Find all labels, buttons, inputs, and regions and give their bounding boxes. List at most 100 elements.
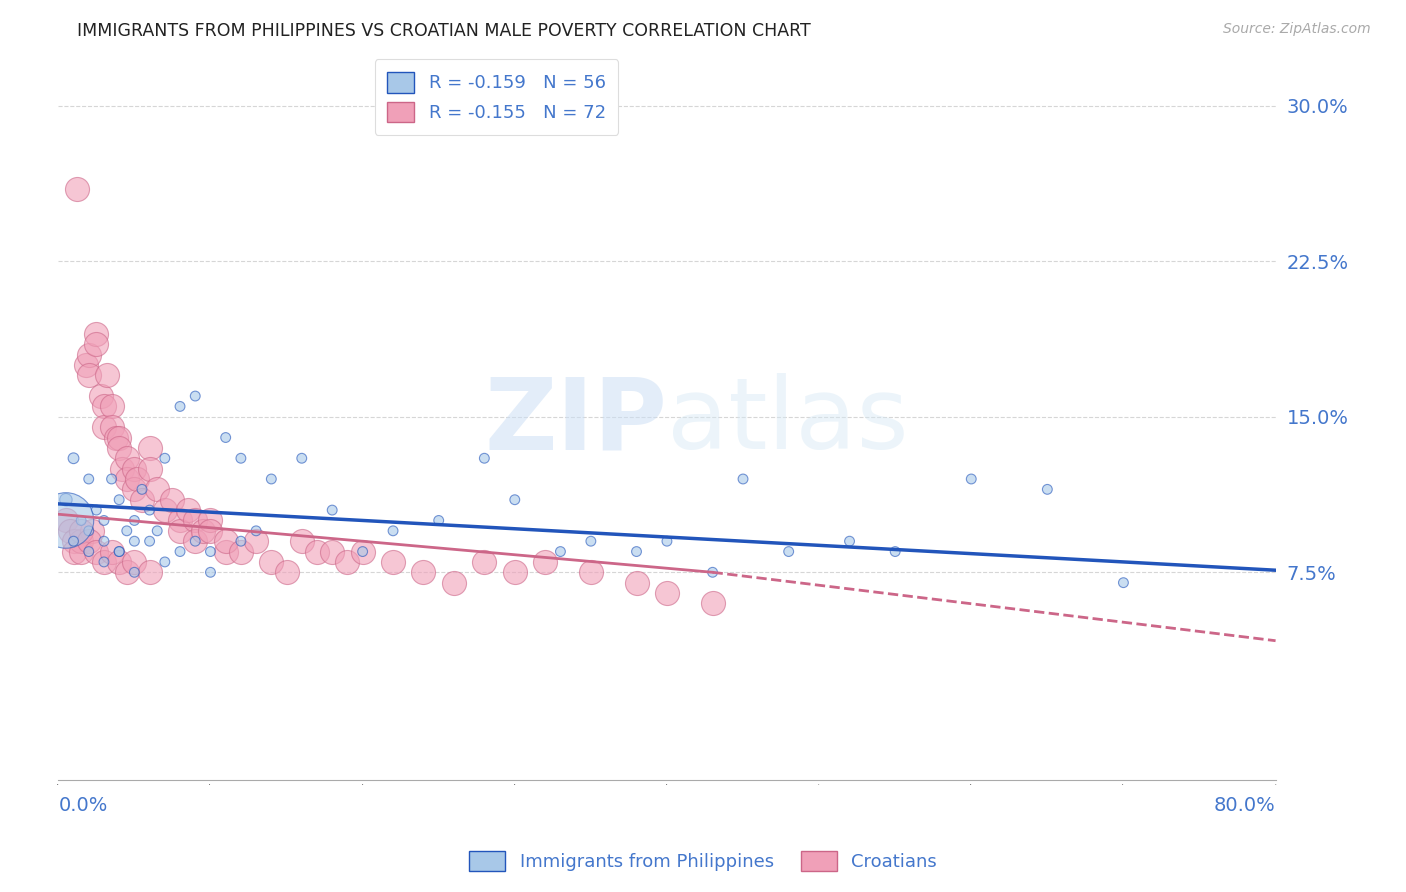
Point [138, 461, 160, 475]
Point [321, 503, 343, 517]
Point [184, 389, 207, 403]
Point [655, 586, 678, 600]
Point [100, 420, 122, 434]
Point [276, 566, 298, 580]
Text: 80.0%: 80.0% [1213, 797, 1275, 815]
Point [153, 503, 176, 517]
Point [146, 524, 169, 538]
Point [111, 461, 134, 475]
Point [291, 451, 314, 466]
Point [70, 534, 93, 549]
Point [1112, 575, 1135, 590]
Point [702, 596, 724, 610]
Point [321, 544, 343, 558]
Point [550, 544, 572, 558]
Point [579, 566, 602, 580]
Point [626, 544, 648, 558]
Point [838, 534, 860, 549]
Point [100, 472, 122, 486]
Point [124, 513, 146, 527]
Point [200, 544, 222, 558]
Point [115, 472, 138, 486]
Point [291, 534, 314, 549]
Point [579, 534, 602, 549]
Point [655, 534, 678, 549]
Point [260, 555, 283, 569]
Point [108, 544, 131, 558]
Point [184, 534, 207, 549]
Point [65, 182, 87, 196]
Point [77, 544, 100, 558]
Point [62, 451, 84, 466]
Point [62, 544, 84, 558]
Legend: Immigrants from Philippines, Croatians: Immigrants from Philippines, Croatians [461, 844, 945, 879]
Point [352, 544, 374, 558]
Point [62, 534, 84, 549]
Point [86, 326, 108, 341]
Point [93, 513, 115, 527]
Point [884, 544, 907, 558]
Point [77, 534, 100, 549]
Point [131, 492, 153, 507]
Point [200, 566, 222, 580]
Point [127, 472, 149, 486]
Text: IMMIGRANTS FROM PHILIPPINES VS CROATIAN MALE POVERTY CORRELATION CHART: IMMIGRANTS FROM PHILIPPINES VS CROATIAN … [77, 22, 811, 40]
Point [93, 555, 115, 569]
Point [124, 534, 146, 549]
Point [336, 555, 359, 569]
Point [534, 555, 557, 569]
Point [427, 513, 450, 527]
Point [169, 400, 191, 414]
Point [169, 513, 191, 527]
Point [229, 544, 252, 558]
Point [472, 555, 495, 569]
Point [124, 461, 146, 475]
Legend: R = -0.159   N = 56, R = -0.155   N = 72: R = -0.159 N = 56, R = -0.155 N = 72 [374, 59, 619, 135]
Point [105, 430, 128, 444]
Point [93, 534, 115, 549]
Point [245, 524, 267, 538]
Point [108, 441, 131, 455]
Point [77, 524, 100, 538]
Point [93, 420, 115, 434]
Point [200, 513, 222, 527]
Point [184, 534, 207, 549]
Point [443, 575, 465, 590]
Point [115, 451, 138, 466]
Point [55, 513, 77, 527]
Point [731, 472, 754, 486]
Point [229, 534, 252, 549]
Point [55, 513, 77, 527]
Point [80, 524, 103, 538]
Point [162, 492, 184, 507]
Point [778, 544, 800, 558]
Point [215, 534, 238, 549]
Point [138, 503, 160, 517]
Point [184, 513, 207, 527]
Point [382, 524, 405, 538]
Point [115, 566, 138, 580]
Point [93, 400, 115, 414]
Point [124, 483, 146, 497]
Point [86, 544, 108, 558]
Point [1036, 483, 1059, 497]
Point [352, 544, 374, 558]
Point [93, 555, 115, 569]
Point [55, 492, 77, 507]
Point [138, 566, 160, 580]
Point [77, 368, 100, 383]
Point [59, 524, 82, 538]
Point [200, 524, 222, 538]
Point [138, 441, 160, 455]
Point [503, 492, 526, 507]
Point [191, 524, 214, 538]
Point [305, 544, 328, 558]
Point [108, 430, 131, 444]
Point [70, 524, 93, 538]
Point [169, 544, 191, 558]
Point [215, 430, 238, 444]
Text: Source: ZipAtlas.com: Source: ZipAtlas.com [1223, 22, 1371, 37]
Point [382, 555, 405, 569]
Point [229, 451, 252, 466]
Point [108, 492, 131, 507]
